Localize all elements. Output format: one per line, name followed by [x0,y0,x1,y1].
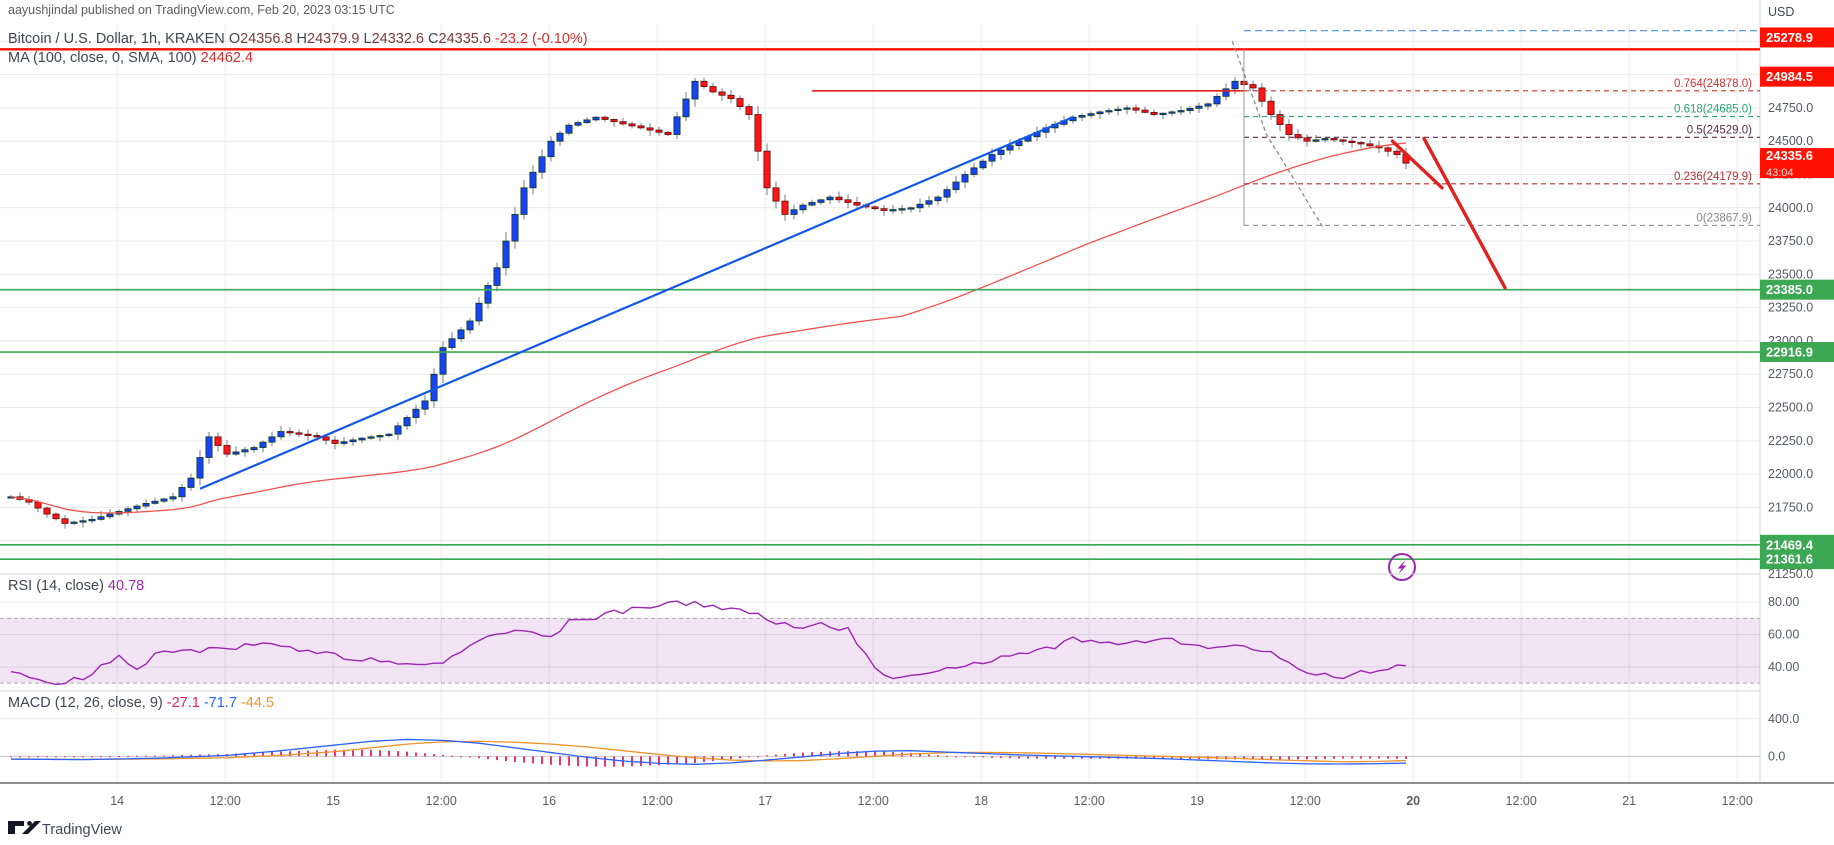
svg-text:22916.9: 22916.9 [1766,345,1813,360]
svg-text:12:00: 12:00 [426,794,457,808]
svg-text:12:00: 12:00 [642,794,673,808]
svg-text:60.00: 60.00 [1768,628,1799,642]
svg-text:21: 21 [1622,794,1636,808]
svg-text:22000.0: 22000.0 [1768,467,1813,481]
svg-text:20: 20 [1406,794,1420,808]
svg-text:23250.0: 23250.0 [1768,301,1813,315]
svg-text:aayushjindal published on Trad: aayushjindal published on TradingView.co… [8,3,395,17]
svg-text:25278.9: 25278.9 [1766,30,1813,45]
svg-text:12:00: 12:00 [1290,794,1321,808]
svg-text:18: 18 [974,794,988,808]
svg-text:Bitcoin / U.S. Dollar, 1h, KRA: Bitcoin / U.S. Dollar, 1h, KRAKEN O24356… [8,31,588,47]
svg-text:0.0: 0.0 [1768,749,1785,763]
svg-text:16: 16 [542,794,556,808]
svg-text:22500.0: 22500.0 [1768,401,1813,415]
svg-text:24000.0: 24000.0 [1768,201,1813,215]
svg-text:23500.0: 23500.0 [1768,267,1813,281]
svg-text:12:00: 12:00 [210,794,241,808]
svg-text:40.00: 40.00 [1768,660,1799,674]
svg-text:24750.0: 24750.0 [1768,101,1813,115]
svg-text:12:00: 12:00 [1074,794,1105,808]
svg-text:19: 19 [1190,794,1204,808]
svg-text:21469.4: 21469.4 [1766,537,1814,552]
svg-text:0.764(24878.0): 0.764(24878.0) [1674,78,1752,90]
svg-text:43:04: 43:04 [1766,167,1794,179]
svg-text:MACD (12, 26, close, 9) -27.1: MACD (12, 26, close, 9) -27.1 -71.7 -44.… [8,695,274,711]
svg-text:21750.0: 21750.0 [1768,500,1813,514]
svg-text:12:00: 12:00 [1506,794,1537,808]
svg-text:USD: USD [1768,5,1794,19]
svg-text:0.236(24179.9): 0.236(24179.9) [1674,171,1752,183]
svg-text:22750.0: 22750.0 [1768,367,1813,381]
svg-text:RSI (14, close) 40.78: RSI (14, close) 40.78 [8,578,144,594]
svg-text:22250.0: 22250.0 [1768,434,1813,448]
svg-text:0(23867.9): 0(23867.9) [1696,212,1752,224]
svg-text:MA (100, close, 0, SMA, 100): MA (100, close, 0, SMA, 100) 24462.4 [8,50,253,66]
svg-text:21361.6: 21361.6 [1766,552,1813,567]
svg-text:24984.5: 24984.5 [1766,69,1813,84]
svg-text:14: 14 [110,794,124,808]
svg-text:12:00: 12:00 [1722,794,1753,808]
svg-text:0.5(24529.0): 0.5(24529.0) [1687,124,1752,136]
svg-text:12:00: 12:00 [858,794,889,808]
svg-text:0.618(24685.0): 0.618(24685.0) [1674,104,1752,116]
svg-text:17: 17 [758,794,772,808]
svg-text:TradingView: TradingView [42,822,122,838]
svg-text:80.00: 80.00 [1768,595,1799,609]
svg-text:400.0: 400.0 [1768,712,1799,726]
svg-text:24500.0: 24500.0 [1768,134,1813,148]
svg-text:23385.0: 23385.0 [1766,282,1813,297]
svg-text:24335.6: 24335.6 [1766,148,1813,163]
svg-text:15: 15 [326,794,340,808]
svg-text:23750.0: 23750.0 [1768,234,1813,248]
